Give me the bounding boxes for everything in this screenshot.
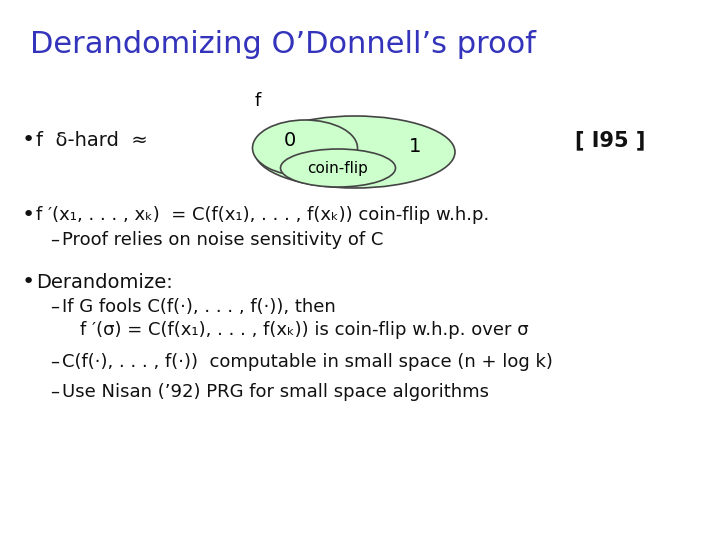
Text: Derandomizing O’Donnell’s proof: Derandomizing O’Donnell’s proof	[30, 30, 536, 59]
Text: •: •	[22, 130, 35, 150]
Text: f  δ-hard  ≈: f δ-hard ≈	[36, 131, 148, 150]
Text: –: –	[50, 353, 59, 371]
Text: 1: 1	[409, 138, 421, 157]
Text: C(f(·), . . . , f(·))  computable in small space (n + log k): C(f(·), . . . , f(·)) computable in smal…	[62, 353, 553, 371]
Text: 0: 0	[284, 131, 296, 150]
Text: [ I95 ]: [ I95 ]	[575, 130, 645, 150]
Text: Proof relies on noise sensitivity of C: Proof relies on noise sensitivity of C	[62, 231, 383, 249]
Ellipse shape	[255, 116, 455, 188]
Ellipse shape	[281, 149, 395, 187]
Ellipse shape	[253, 120, 358, 176]
Text: •: •	[22, 205, 35, 225]
Text: –: –	[50, 383, 59, 401]
Text: Derandomize:: Derandomize:	[36, 273, 173, 292]
Text: –: –	[50, 298, 59, 316]
Text: •: •	[22, 272, 35, 292]
Text: If G fools C(f(·), . . . , f(·)), then: If G fools C(f(·), . . . , f(·)), then	[62, 298, 336, 316]
Text: f: f	[255, 92, 261, 110]
Text: f ′(σ) = C(f(x₁), . . . , f(xₖ)) is coin-flip w.h.p. over σ: f ′(σ) = C(f(x₁), . . . , f(xₖ)) is coin…	[80, 321, 528, 339]
Text: coin-flip: coin-flip	[307, 160, 369, 176]
Text: –: –	[50, 231, 59, 249]
Text: Use Nisan (’92) PRG for small space algorithms: Use Nisan (’92) PRG for small space algo…	[62, 383, 489, 401]
Text: f ′(x₁, . . . , xₖ)  = C(f(x₁), . . . , f(xₖ)) coin-flip w.h.p.: f ′(x₁, . . . , xₖ) = C(f(x₁), . . . , f…	[36, 206, 490, 224]
